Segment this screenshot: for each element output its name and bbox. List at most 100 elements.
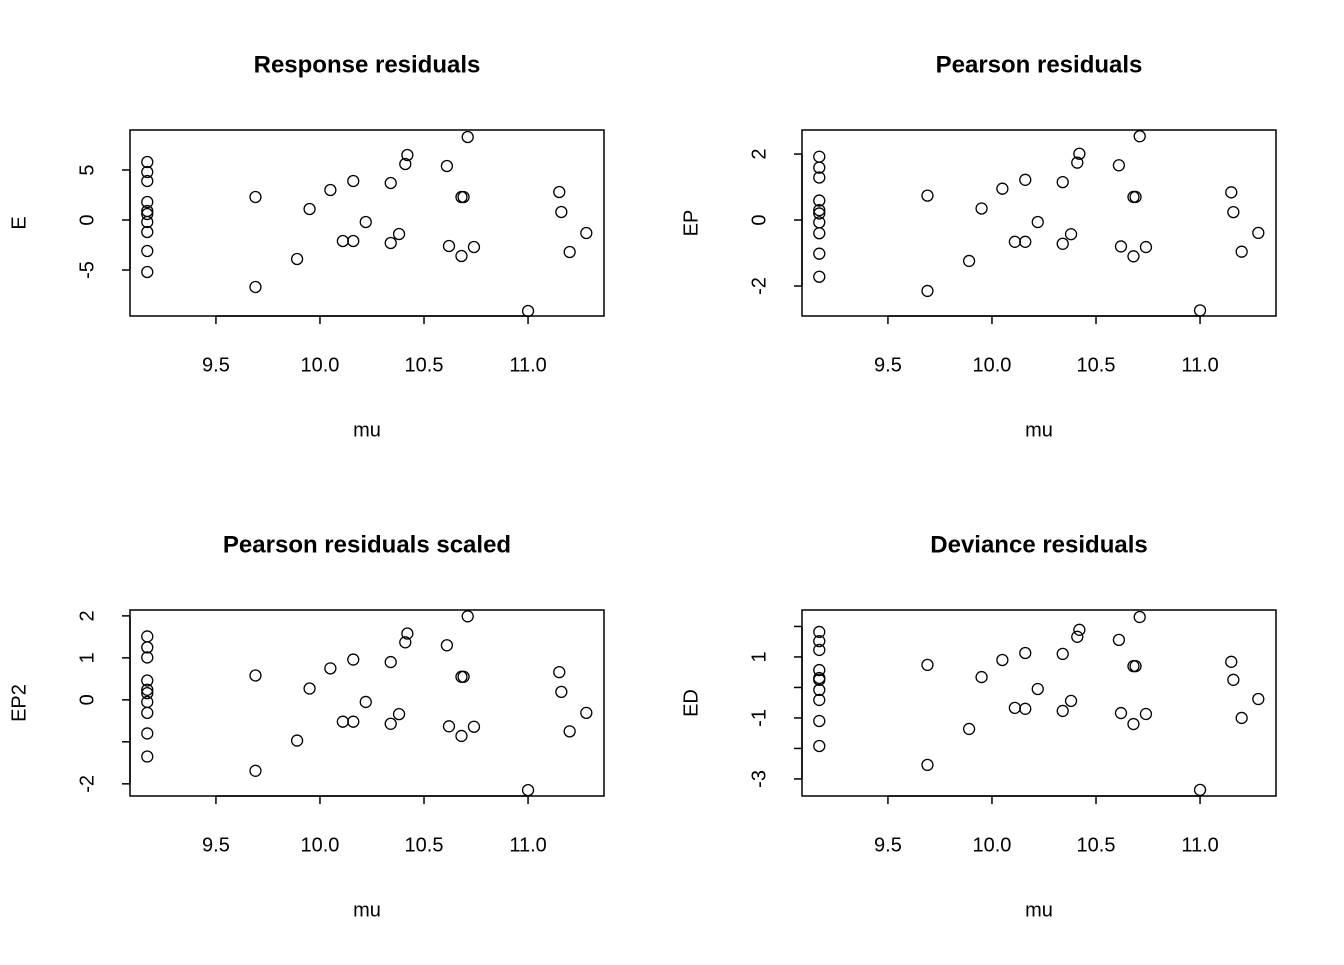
x-tick-label: 9.5: [202, 354, 230, 376]
y-tick-label: 0: [748, 214, 770, 225]
point: [442, 720, 456, 733]
point: [384, 717, 397, 730]
x-axis-label: mu: [353, 419, 381, 441]
point: [1133, 130, 1146, 143]
y-axis-label: ED: [680, 689, 702, 717]
y-axis-label: EP2: [8, 684, 30, 722]
point: [1252, 692, 1265, 706]
point: [813, 714, 826, 728]
panel-title: Response residuals: [254, 51, 481, 78]
point: [141, 750, 154, 763]
point: [1019, 646, 1032, 660]
point: [392, 707, 406, 721]
x-tick-label: 10.0: [973, 354, 1012, 376]
y-tick-label: 1: [76, 652, 98, 663]
point: [249, 669, 262, 682]
y-tick-label: -3: [748, 770, 770, 788]
point: [141, 155, 154, 169]
point: [555, 685, 568, 699]
x-tick-label: 10.5: [405, 354, 444, 376]
point: [399, 636, 412, 649]
point: [563, 245, 576, 259]
point: [1056, 704, 1069, 718]
y-axis-label: EP: [680, 210, 702, 237]
point: [813, 663, 826, 677]
panel-title: Deviance residuals: [930, 531, 1147, 558]
point: [1133, 610, 1146, 624]
point: [401, 148, 414, 162]
plot-box: [129, 129, 605, 317]
point: [1071, 156, 1084, 169]
point: [553, 665, 566, 679]
point: [141, 215, 154, 229]
x-tick-label: 10.5: [405, 834, 444, 856]
point: [141, 207, 154, 221]
point: [921, 658, 934, 672]
point: [461, 130, 474, 144]
point: [813, 634, 826, 648]
point: [996, 182, 1009, 195]
point: [249, 190, 262, 204]
y-tick-label: 0: [76, 694, 98, 705]
plot-box: [801, 129, 1277, 317]
point: [303, 202, 316, 216]
y-tick-label: 2: [748, 149, 770, 160]
y-tick-label: 2: [76, 610, 98, 621]
point: [141, 686, 154, 700]
point: [467, 720, 481, 733]
point: [580, 706, 593, 720]
x-tick-label: 11.0: [509, 354, 546, 376]
point: [1127, 717, 1140, 731]
point: [521, 783, 535, 797]
y-axis-label: E: [8, 216, 30, 229]
point: [141, 630, 154, 643]
point: [359, 215, 372, 229]
x-tick-label: 11.0: [509, 834, 546, 856]
point: [555, 205, 568, 219]
point: [813, 673, 826, 686]
point: [1073, 623, 1086, 636]
point: [1193, 304, 1207, 317]
point: [141, 225, 154, 239]
point: [359, 695, 372, 709]
point: [440, 639, 454, 652]
point: [141, 265, 154, 279]
x-tick-label: 10.0: [973, 834, 1012, 856]
x-axis-label: mu: [1025, 419, 1053, 441]
point: [1129, 190, 1142, 204]
y-tick-label: 0: [76, 214, 98, 225]
point: [813, 150, 826, 163]
point: [1008, 701, 1022, 715]
point: [141, 674, 154, 687]
point: [141, 174, 154, 188]
point: [347, 715, 360, 728]
point: [442, 239, 456, 253]
point: [141, 651, 154, 664]
x-tick-label: 10.5: [1077, 834, 1116, 856]
point: [347, 234, 360, 248]
point: [996, 653, 1009, 667]
point: [401, 627, 414, 640]
panel-title: Pearson residuals: [936, 51, 1143, 78]
point: [384, 655, 397, 669]
point: [324, 662, 337, 675]
point: [813, 739, 826, 753]
y-tick-label: -5: [76, 261, 98, 279]
point: [249, 280, 262, 294]
y-tick-label: 1: [748, 651, 770, 662]
point: [141, 706, 154, 720]
point: [1008, 235, 1022, 248]
point: [1056, 237, 1069, 250]
y-tick-label: -2: [76, 775, 98, 793]
point: [813, 161, 826, 174]
x-tick-label: 9.5: [874, 354, 902, 376]
point: [813, 171, 826, 184]
point: [813, 270, 826, 283]
point: [813, 643, 826, 657]
plot-box: [129, 609, 605, 797]
y-tick-label: -2: [748, 277, 770, 295]
point: [455, 729, 468, 743]
point: [384, 236, 397, 250]
point: [1139, 240, 1153, 254]
y-tick-label: -1: [748, 709, 770, 727]
